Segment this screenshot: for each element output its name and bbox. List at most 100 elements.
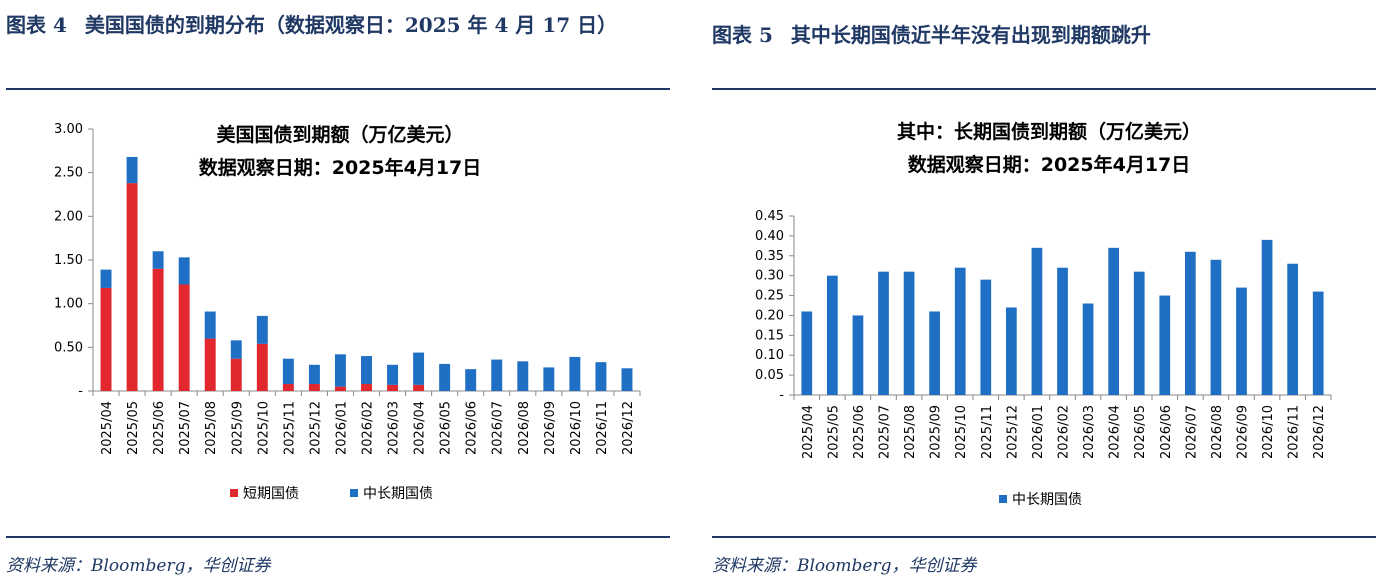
bar-long-term bbox=[569, 356, 581, 391]
bar-long-term bbox=[308, 364, 320, 385]
figure-4-panel: 图表 4 美国国债的到期分布（数据观察日：2025 年 4 月 17 日） 美国国… bbox=[0, 0, 676, 587]
bar-long-term bbox=[903, 271, 915, 395]
y-tick-label: 1.00 bbox=[54, 297, 83, 312]
bar-long-term bbox=[1312, 291, 1324, 395]
chart-maturity-distribution: 美国国债到期额（万亿美元） 数据观察日期：2025年4月17日 - 0.50 1.00 1… bbox=[54, 122, 641, 502]
legend-swatch bbox=[350, 489, 358, 497]
chart-title: 其中：长期国债到期额（万亿美元） bbox=[897, 120, 1201, 143]
x-tick-label: 2025/04 bbox=[100, 401, 115, 455]
y-tick-label: - bbox=[779, 388, 784, 403]
x-tick-label: 2026/12 bbox=[1312, 405, 1327, 459]
bar-long-term bbox=[178, 257, 190, 285]
bar-long-term bbox=[204, 311, 216, 339]
bar-long-term bbox=[852, 315, 864, 395]
x-tick-label: 2025/10 bbox=[256, 401, 271, 455]
chart-long-term-maturity: 其中：长期国债到期额（万亿美元） 数据观察日期：2025年4月17日 - 0.05 0.… bbox=[755, 120, 1332, 508]
x-tick-label: 2026/11 bbox=[1287, 405, 1302, 459]
x-tick-label: 2025/11 bbox=[980, 405, 995, 459]
x-tick-label: 2026/02 bbox=[1057, 405, 1072, 459]
bar-long-term bbox=[1184, 251, 1196, 395]
bar-long-term bbox=[413, 352, 425, 385]
x-tick-label: 2026/01 bbox=[334, 401, 349, 455]
x-tick-label: 2026/07 bbox=[1184, 405, 1199, 459]
y-tick-label: 0.20 bbox=[755, 308, 784, 323]
x-tick-label: 2026/09 bbox=[543, 401, 558, 455]
bar-long-term bbox=[826, 275, 838, 395]
bar-long-term bbox=[1082, 303, 1094, 395]
bar-long-term bbox=[100, 269, 112, 288]
figure-5-title: 图表 5 其中长期国债近半年没有出现到期额跳升 bbox=[712, 18, 1372, 52]
y-tick-label: 0.10 bbox=[755, 348, 784, 363]
x-tick-label: 2026/03 bbox=[387, 401, 402, 455]
bar-long-term bbox=[878, 271, 889, 395]
x-tick-label: 2026/12 bbox=[621, 401, 636, 455]
figure-5-top-rule bbox=[712, 88, 1376, 90]
x-tick-label: 2026/01 bbox=[1031, 405, 1046, 459]
figure-5-source: 资料来源：Bloomberg，华创证券 bbox=[712, 556, 977, 576]
bar-long-term bbox=[801, 311, 813, 395]
x-tick-label: 2025/07 bbox=[178, 401, 193, 455]
bar-long-term bbox=[126, 156, 138, 184]
bar-short-term bbox=[282, 384, 294, 391]
bar-long-term bbox=[282, 358, 294, 385]
bar-short-term bbox=[152, 268, 164, 391]
bar-long-term bbox=[1159, 295, 1171, 395]
bar-long-term bbox=[595, 362, 607, 391]
bar-long-term bbox=[929, 311, 941, 395]
bar-short-term bbox=[204, 338, 216, 391]
legend-label: 中长期国债 bbox=[363, 486, 433, 502]
x-tick-label: 2026/08 bbox=[517, 401, 532, 455]
bar-long-term bbox=[230, 340, 242, 359]
bar-short-term bbox=[361, 384, 372, 391]
legend-swatch bbox=[230, 489, 238, 497]
x-tick-label: 2025/12 bbox=[308, 401, 323, 455]
y-tick-label: 0.40 bbox=[755, 229, 784, 244]
y-tick-label: 0.30 bbox=[755, 269, 784, 284]
bar-short-term bbox=[230, 358, 242, 391]
x-tick-label: 2026/03 bbox=[1082, 405, 1097, 459]
y-tick-label: 1.50 bbox=[54, 253, 83, 268]
figure-5-caption: 其中长期国债近半年没有出现到期额跳升 bbox=[790, 23, 1151, 47]
y-tick-label: 0.05 bbox=[755, 368, 784, 383]
x-tick-label: 2025/06 bbox=[852, 405, 867, 459]
x-tick-label: 2025/09 bbox=[929, 405, 944, 459]
legend-label: 短期国债 bbox=[243, 486, 299, 502]
x-tick-label: 2025/07 bbox=[878, 405, 893, 459]
x-tick-label: 2025/05 bbox=[126, 401, 141, 455]
bar-long-term bbox=[980, 279, 992, 395]
bar-long-term bbox=[439, 363, 451, 391]
figure-5-bottom-rule bbox=[712, 536, 1376, 538]
bar-short-term bbox=[178, 284, 190, 391]
x-tick-label: 2026/05 bbox=[439, 401, 454, 455]
x-tick-label: 2026/06 bbox=[465, 401, 480, 455]
figure-4-caption: 美国国债的到期分布（数据观察日：2025 年 4 月 17 日） bbox=[84, 13, 618, 37]
bar-short-term bbox=[256, 343, 268, 391]
x-tick-label: 2026/09 bbox=[1236, 405, 1251, 459]
figure-5-number: 图表 5 bbox=[712, 23, 773, 47]
bar-long-term bbox=[517, 361, 529, 391]
y-tick-label: 2.00 bbox=[54, 209, 83, 224]
x-tick-label: 2026/04 bbox=[413, 401, 428, 455]
bar-long-term bbox=[256, 315, 268, 344]
x-tick-label: 2025/08 bbox=[204, 401, 219, 455]
y-tick-label: 0.35 bbox=[755, 249, 784, 264]
y-tick-label: 2.50 bbox=[54, 166, 83, 181]
x-tick-label: 2025/10 bbox=[954, 405, 969, 459]
x-tick-label: 2026/08 bbox=[1210, 405, 1225, 459]
bar-long-term bbox=[1057, 267, 1068, 395]
figure-4-source: 资料来源：Bloomberg，华创证券 bbox=[6, 556, 271, 576]
y-tick-label: 3.00 bbox=[54, 122, 83, 137]
x-tick-label: 2025/06 bbox=[152, 401, 167, 455]
figure-4-number: 图表 4 bbox=[6, 13, 67, 37]
bar-long-term bbox=[1210, 259, 1222, 395]
chart-subtitle: 数据观察日期：2025年4月17日 bbox=[908, 153, 1191, 176]
chart-subtitle: 数据观察日期：2025年4月17日 bbox=[199, 156, 482, 179]
x-tick-label: 2026/10 bbox=[569, 401, 584, 455]
x-tick-label: 2025/08 bbox=[903, 405, 918, 459]
bar-long-term bbox=[152, 251, 164, 269]
x-tick-label: 2026/07 bbox=[491, 401, 506, 455]
x-tick-label: 2026/05 bbox=[1133, 405, 1148, 459]
bar-long-term bbox=[1005, 307, 1017, 395]
bar-short-term bbox=[334, 386, 346, 391]
bar-short-term bbox=[308, 384, 320, 391]
